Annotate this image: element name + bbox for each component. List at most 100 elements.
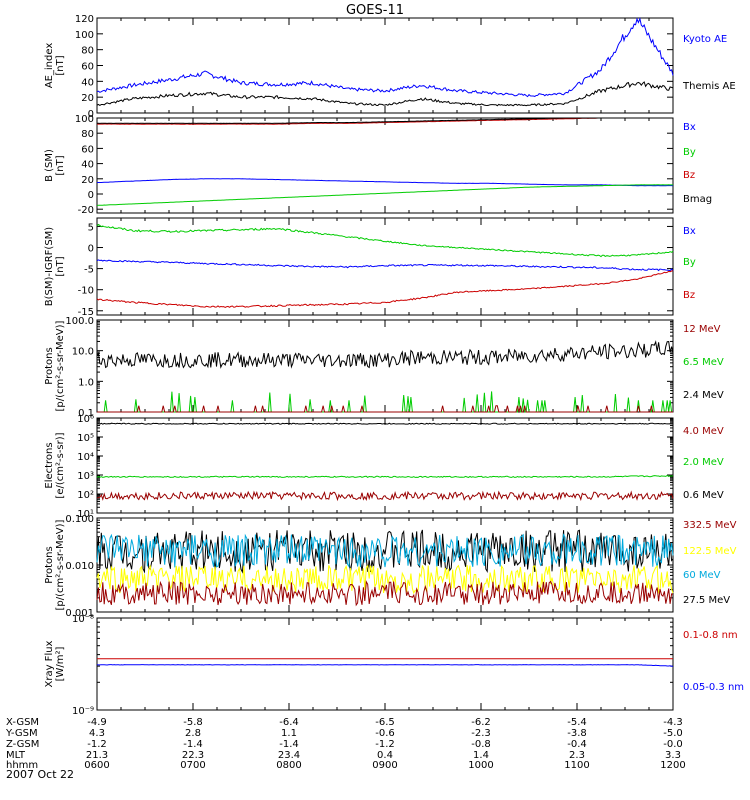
footer-value: 21.3 <box>86 750 108 761</box>
legend-entry: 122.5 MeV <box>683 546 737 557</box>
series-line-2-4-mev <box>96 340 674 369</box>
footer-value: 0900 <box>372 760 397 771</box>
y-tick-label: 10⁻⁸ <box>72 614 94 625</box>
series-line-bz <box>96 270 674 308</box>
legend-entry: 27.5 MeV <box>683 595 730 606</box>
footer-value: 1000 <box>468 760 493 771</box>
series-line-2-0-mev <box>96 474 674 479</box>
footer-row-label: MLT <box>6 750 26 761</box>
footer-value: 0600 <box>84 760 109 771</box>
footer-value: -4.9 <box>87 717 107 728</box>
series-line-4-0-mev <box>96 490 674 502</box>
y-axis-label: Xray Flux <box>44 640 55 687</box>
legend-entry: 0.05-0.3 nm <box>683 682 744 693</box>
y-tick-label: 0 <box>88 190 94 201</box>
legend-entry: 0.6 MeV <box>683 490 724 501</box>
legend-entry: Kyoto AE <box>683 34 727 45</box>
footer-value: -6.4 <box>279 717 299 728</box>
footer-value: 1100 <box>564 760 589 771</box>
y-tick-label: 0 <box>88 244 94 255</box>
series-line-kyoto-ae <box>96 17 674 98</box>
legend-entry: 6.5 MeV <box>683 357 724 368</box>
footer-value: 23.4 <box>278 750 300 761</box>
y-axis-label: [nT] <box>55 55 66 75</box>
footer-value: -5.0 <box>663 728 683 739</box>
y-tick-label: -20 <box>78 205 94 216</box>
legend-entry: 12 MeV <box>683 324 721 335</box>
footer-date: 2007 Oct 22 <box>6 768 74 781</box>
panel-xray: 10⁻⁹ 10⁻⁸ Xray Flux [W/m²] 0.1-0.8 nm 0.05-0.… <box>44 614 744 717</box>
y-tick-label: 10¹ <box>77 509 94 520</box>
series-line-bmag <box>96 117 673 124</box>
series-line-bx <box>96 259 674 272</box>
series-line-by <box>96 223 674 258</box>
y-tick-label: 10.0 <box>72 347 94 358</box>
panel-bdiff: -15 -10 -5 0 5 B(SM)-IGRF(SM) [nT] Bx By Bz <box>44 217 696 318</box>
y-tick-label: 10⁵ <box>77 433 94 444</box>
legend-entry: Bmag <box>683 194 712 205</box>
y-axis-label: Protons <box>44 347 55 384</box>
footer-value: -5.8 <box>183 717 203 728</box>
footer-ephemeris: X-GSM -4.9 -5.8 -6.4 -6.5 -6.2 -5.4 -4.3 Y-GSM 4.… <box>5 717 686 771</box>
footer-value: 1200 <box>660 760 685 771</box>
legend-entry: By <box>683 257 696 268</box>
legend-entry: 332.5 MeV <box>683 520 737 531</box>
footer-value: 4.3 <box>89 728 105 739</box>
panel-frame <box>96 417 674 514</box>
chart-title: GOES-11 <box>346 3 404 18</box>
y-axis-label: [nT] <box>55 256 66 276</box>
footer-value: -1.4 <box>279 739 299 750</box>
footer-value: 1.1 <box>281 728 297 739</box>
y-tick-label: 60 <box>81 144 94 155</box>
y-axis-label: AE_index <box>44 43 55 89</box>
y-tick-label: 1.0 <box>78 377 94 388</box>
series-line-0-6-mev <box>96 422 674 425</box>
y-tick-label: -5 <box>84 265 94 276</box>
panel-frame <box>96 17 674 114</box>
footer-value: -0.6 <box>375 728 395 739</box>
y-tick-label: 80 <box>81 129 94 140</box>
y-tick-label: 0.1 <box>78 408 94 419</box>
y-axis-label: Electrons <box>44 442 55 488</box>
y-tick-label: 100.0 <box>65 316 94 327</box>
series-line-0-05-0-3-nm <box>96 664 673 667</box>
y-axis-label: B (SM) <box>44 149 55 182</box>
footer-row-label: hhmm <box>6 760 38 771</box>
y-tick-label: 80 <box>81 46 94 57</box>
footer-value: -1.2 <box>87 739 107 750</box>
y-tick-label: 5 <box>88 222 94 233</box>
panel-protons_lo: 0.1 1.0 10.0 100.0 Protons [p/(cm²-s-sr-MeV)]… <box>44 316 724 419</box>
panel-ae: 0 20 40 60 80 100 120 AE_index [nT] Kyoto AE Themi… <box>44 14 736 120</box>
y-tick-label: -10 <box>78 286 94 297</box>
series-line-122-5-mev <box>96 564 674 595</box>
series-line-60-mev <box>96 533 674 569</box>
panel-electrons: 10¹ 10² 10³ 10⁴ 10⁵ 10⁶ Electrons [e/(cm²-s-sr)… <box>44 414 724 520</box>
y-tick-label: 20 <box>81 93 94 104</box>
footer-value: 0700 <box>180 760 205 771</box>
legend-entry: 0.1-0.8 nm <box>683 630 738 641</box>
panel-frame <box>96 617 674 711</box>
legend-entry: 2.4 MeV <box>683 390 724 401</box>
footer-value: -0.4 <box>567 739 587 750</box>
y-tick-label: 10³ <box>77 471 94 482</box>
y-axis-label: [p/(cm²-s-sr-MeV)] <box>55 320 66 411</box>
footer-value: 3.3 <box>665 750 681 761</box>
y-tick-label: 10⁴ <box>77 452 94 463</box>
series-line-themis-ae <box>96 81 674 107</box>
panel-bsm: -20 0 20 40 60 80 100 B (SM) [nT] Bx By Bz Bmag <box>44 114 712 216</box>
footer-row-label: Y-GSM <box>5 728 38 739</box>
legend-entry: Themis AE <box>682 81 736 92</box>
y-tick-label: 100 <box>75 30 94 41</box>
y-tick-label: 10⁶ <box>77 414 94 425</box>
y-axis-label: [e/(cm²-s-sr)] <box>55 432 66 498</box>
series-line-12-mev <box>97 405 673 413</box>
footer-value: 22.3 <box>182 750 204 761</box>
y-tick-label: 120 <box>75 14 94 25</box>
series-line-bx <box>96 178 674 187</box>
legend-entry: Bz <box>683 290 695 301</box>
y-tick-label: -15 <box>78 307 94 318</box>
footer-value: 2.3 <box>569 750 585 761</box>
legend-entry: Bz <box>683 170 695 181</box>
